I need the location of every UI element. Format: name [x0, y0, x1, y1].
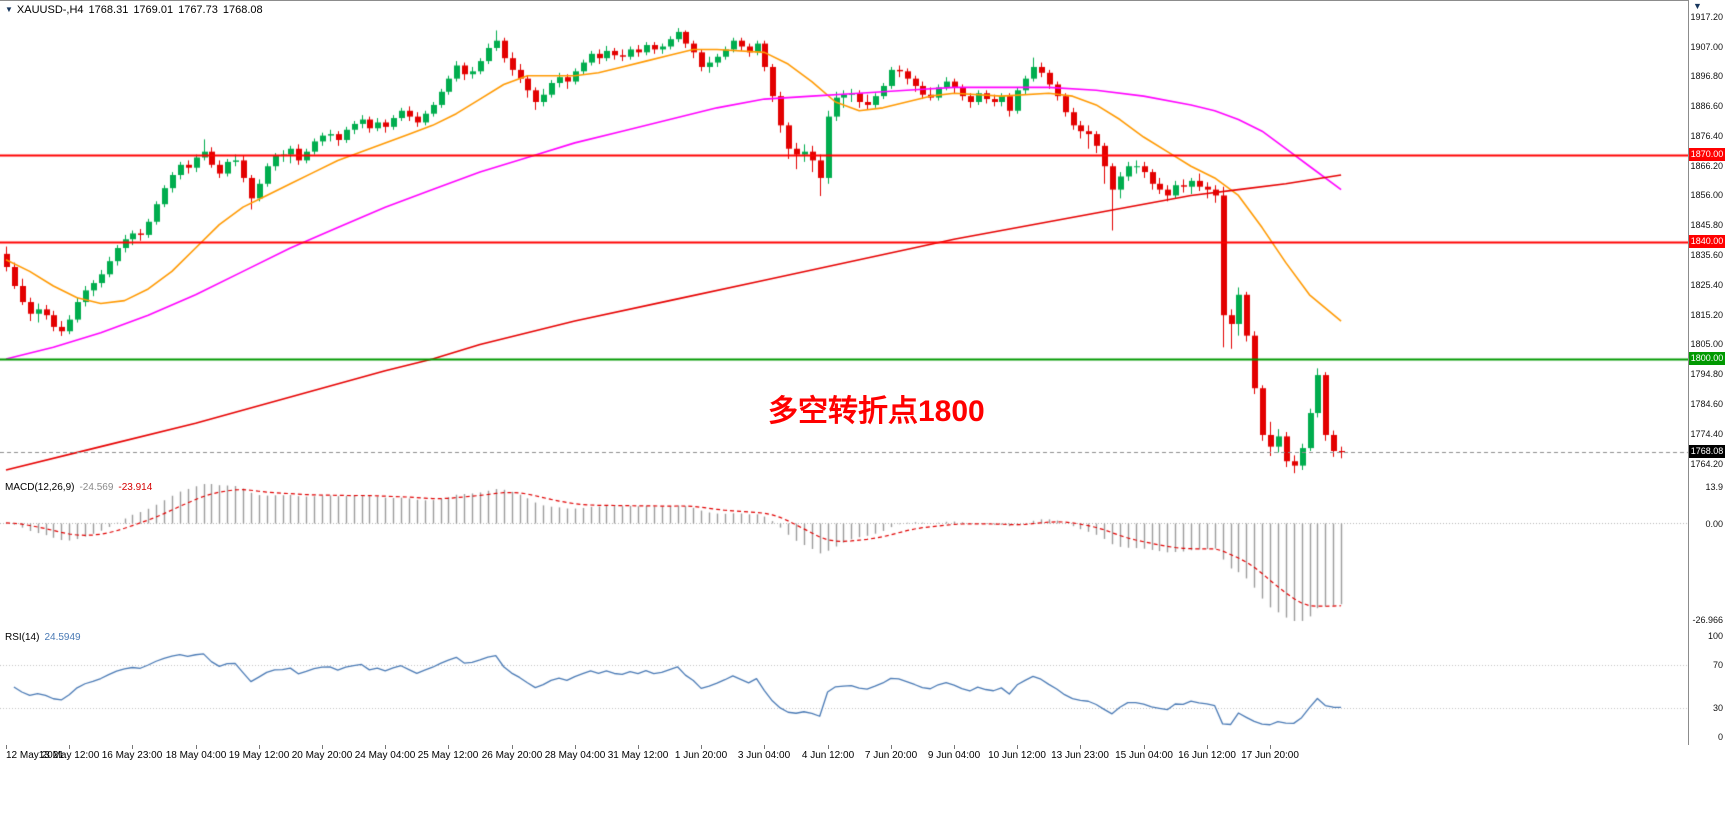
price-level-badge: 1840.00 — [1689, 235, 1725, 248]
rsi-label: RSI(14) — [5, 632, 40, 643]
time-axis-label: 31 May 12:00 — [607, 750, 669, 761]
price-axis[interactable]: 1917.20 1907.00 1896.80 1886.60 1876.40 1866.… — [1689, 0, 1725, 744]
time-axis-tick — [385, 745, 386, 749]
time-axis-label: 16 Jun 12:00 — [1178, 750, 1236, 761]
time-axis-label: 13 Jun 23:00 — [1051, 750, 1109, 761]
price-axis-label: 1805.00 — [1690, 339, 1723, 349]
time-axis-label: 16 May 23:00 — [101, 750, 163, 761]
rsi-axis-70: 70 — [1712, 660, 1723, 670]
macd-signal-value: -23.914 — [118, 482, 153, 493]
time-axis-tick — [1080, 745, 1081, 749]
time-axis-label: 26 May 20:00 — [481, 750, 543, 761]
macd-indicator-chart[interactable] — [0, 479, 1688, 628]
price-level-badge: 1800.00 — [1689, 352, 1725, 365]
scroll-to-end-marker-icon[interactable]: ▼ — [1693, 1, 1702, 11]
time-axis-tick — [1207, 745, 1208, 749]
price-axis-label: 1917.20 — [1690, 12, 1723, 22]
time-axis-tick — [512, 745, 513, 749]
rsi-indicator-chart[interactable] — [0, 629, 1688, 744]
price-axis-label: 1886.60 — [1690, 101, 1723, 111]
time-axis-label: 15 Jun 04:00 — [1115, 750, 1173, 761]
macd-axis-zero: 0.00 — [1705, 519, 1723, 529]
time-axis-tick — [575, 745, 576, 749]
price-axis-label: 1825.40 — [1690, 280, 1723, 290]
time-axis-tick — [764, 745, 765, 749]
chart-header: ▼ XAUUSD-,H4 1768.31 1769.01 1767.73 1768.08 — [5, 4, 268, 16]
time-axis-tick — [638, 745, 639, 749]
rsi-header: RSI(14) 24.5949 — [5, 632, 81, 643]
time-axis-label: 4 Jun 12:00 — [801, 750, 855, 761]
macd-axis-min: -26.966 — [1692, 615, 1723, 625]
time-axis-tick — [196, 745, 197, 749]
time-axis-tick — [701, 745, 702, 749]
rsi-axis-0: 0 — [1717, 732, 1723, 742]
price-axis-label: 1845.80 — [1690, 220, 1723, 230]
price-level-badge: 1870.00 — [1689, 148, 1725, 161]
time-axis-tick — [448, 745, 449, 749]
time-axis-tick — [322, 745, 323, 749]
rsi-value: 24.5949 — [44, 632, 81, 643]
price-level-badge: 1768.08 — [1689, 445, 1725, 458]
time-axis-label: 13 May 12:00 — [38, 750, 100, 761]
time-axis-label: 10 Jun 12:00 — [988, 750, 1046, 761]
price-axis-label: 1764.20 — [1690, 459, 1723, 469]
time-axis-label: 19 May 12:00 — [228, 750, 290, 761]
time-axis-label: 25 May 12:00 — [417, 750, 479, 761]
time-axis-tick — [132, 745, 133, 749]
price-axis-label: 1815.20 — [1690, 310, 1723, 320]
time-axis-label: 12 May 2021 — [6, 750, 64, 761]
price-axis-label: 1907.00 — [1690, 42, 1723, 52]
time-axis-tick — [828, 745, 829, 749]
price-axis-label: 1866.20 — [1690, 161, 1723, 171]
time-axis-label: 3 Jun 04:00 — [737, 750, 791, 761]
time-axis-tick — [954, 745, 955, 749]
time-axis-label: 9 Jun 04:00 — [927, 750, 981, 761]
macd-header: MACD(12,26,9) -24.569 -23.914 — [5, 482, 152, 493]
symbol-timeframe-label: XAUUSD-,H4 — [16, 4, 84, 16]
symbol-menu-icon[interactable]: ▼ — [5, 5, 13, 14]
chart-annotation-text: 多空转折点1800 — [768, 395, 985, 428]
time-axis-tick — [891, 745, 892, 749]
ohlc-open: 1768.31 — [88, 4, 129, 16]
price-axis-label: 1784.60 — [1690, 399, 1723, 409]
macd-label: MACD(12,26,9) — [5, 482, 75, 493]
rsi-axis-30: 30 — [1712, 703, 1723, 713]
macd-axis-max: 13.9 — [1705, 482, 1723, 492]
price-axis-border — [1688, 0, 1689, 745]
time-axis-tick — [1017, 745, 1018, 749]
time-axis-tick — [69, 745, 70, 749]
time-axis-label: 7 Jun 20:00 — [864, 750, 918, 761]
time-axis-label: 17 Jun 20:00 — [1241, 750, 1299, 761]
price-axis-label: 1794.80 — [1690, 369, 1723, 379]
time-axis-label: 20 May 20:00 — [291, 750, 353, 761]
ohlc-low: 1767.73 — [178, 4, 218, 16]
time-axis-tick — [1144, 745, 1145, 749]
price-axis-label: 1835.60 — [1690, 250, 1723, 260]
macd-main-value: -24.569 — [79, 482, 114, 493]
price-axis-label: 1876.40 — [1690, 131, 1723, 141]
time-axis-label: 1 Jun 20:00 — [674, 750, 728, 761]
time-axis[interactable]: 12 May 2021 13 May 12:00 16 May 23:00 18 Ma… — [0, 745, 1725, 771]
time-axis-tick — [6, 745, 7, 749]
rsi-axis-100: 100 — [1707, 631, 1723, 641]
price-axis-label: 1856.00 — [1690, 190, 1723, 200]
price-axis-label: 1896.80 — [1690, 71, 1723, 81]
time-axis-label: 24 May 04:00 — [354, 750, 416, 761]
time-axis-separator — [0, 0, 1725, 1]
time-axis-tick — [1270, 745, 1271, 749]
ohlc-close: 1768.08 — [222, 4, 263, 16]
ohlc-high: 1769.01 — [133, 4, 174, 16]
time-axis-tick — [259, 745, 260, 749]
time-axis-label: 28 May 04:00 — [544, 750, 606, 761]
price-axis-label: 1774.40 — [1690, 429, 1723, 439]
time-axis-label: 18 May 04:00 — [165, 750, 227, 761]
main-price-chart[interactable] — [0, 0, 1688, 478]
